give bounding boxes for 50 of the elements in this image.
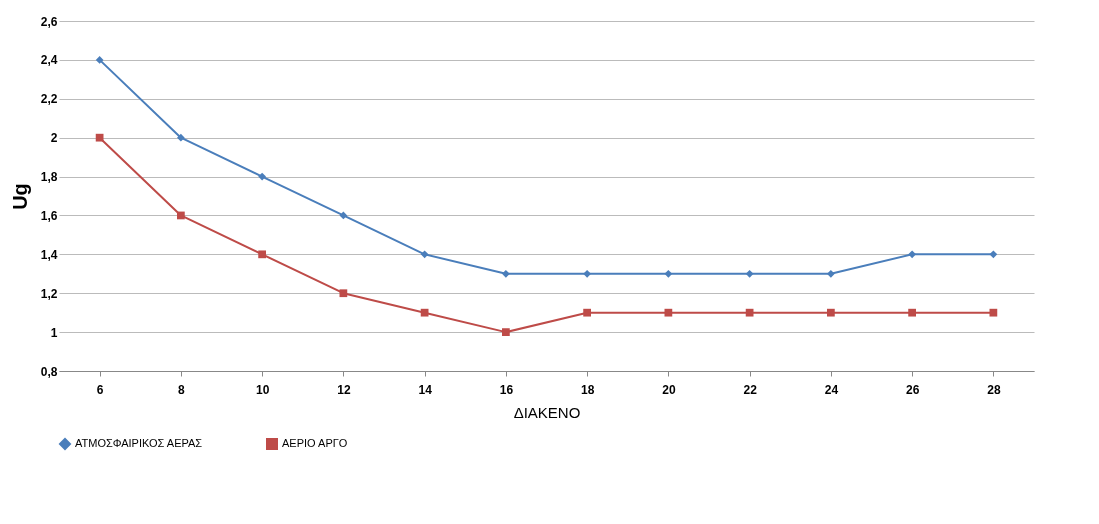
point: [827, 269, 835, 278]
y-tick-label: 2,2: [40, 92, 58, 107]
point: [95, 56, 104, 64]
x-tick-label: 18: [580, 382, 595, 397]
point: [502, 269, 510, 278]
x-tick-label: 10: [255, 382, 270, 397]
y-axis-title: Ug: [8, 183, 31, 210]
y-tick-label: 0,8: [40, 364, 58, 379]
x-tick-label: 16: [499, 382, 514, 397]
point: [745, 308, 754, 317]
y-tick-label: 1,4: [40, 247, 58, 262]
y-tick-label: 1: [50, 325, 58, 340]
x-tick-label: 28: [987, 382, 1001, 397]
point: [989, 308, 998, 317]
point: [258, 250, 266, 259]
y-tick-label: 1,6: [40, 208, 58, 223]
point: [583, 269, 591, 278]
x-tick-label: 20: [662, 382, 676, 397]
x-tick-label: 22: [743, 382, 758, 397]
y-tick-label: 1,2: [40, 286, 58, 301]
x-tick-label: 26: [905, 382, 920, 397]
point: [827, 308, 835, 317]
point: [258, 172, 266, 181]
point: [989, 250, 998, 259]
y-tick-label: 2,6: [40, 14, 58, 29]
x-tick-label: 8: [178, 382, 186, 397]
y-tick-label: 2: [50, 131, 58, 146]
legend-label: ΑΤΜΟΣΦΑΙΡΙΚΟΣ ΑΕΡΑΣ: [75, 437, 203, 449]
point: [177, 211, 185, 220]
point: [95, 133, 104, 142]
point: [420, 250, 429, 259]
point: [583, 308, 591, 317]
x-tick-label: 6: [96, 382, 104, 397]
point: [664, 308, 673, 317]
point: [339, 289, 348, 298]
point: [177, 133, 185, 142]
x-tick-label: 14: [418, 382, 433, 397]
point: [908, 250, 916, 259]
point: [339, 211, 348, 220]
point: [664, 269, 673, 278]
point: [908, 308, 916, 317]
x-axis-title: ΔΙΑΚΕΝΟ: [513, 403, 581, 421]
point: [745, 269, 754, 278]
point: [420, 308, 429, 317]
y-tick-label: 2,4: [40, 53, 58, 68]
y-tick-label: 1,8: [40, 170, 58, 185]
legend-label: ΑΕΡΙΟ ΑΡΓΟ: [282, 437, 348, 449]
x-tick-label: 24: [824, 382, 839, 397]
point: [502, 328, 510, 336]
x-tick-label: 12: [337, 382, 351, 397]
